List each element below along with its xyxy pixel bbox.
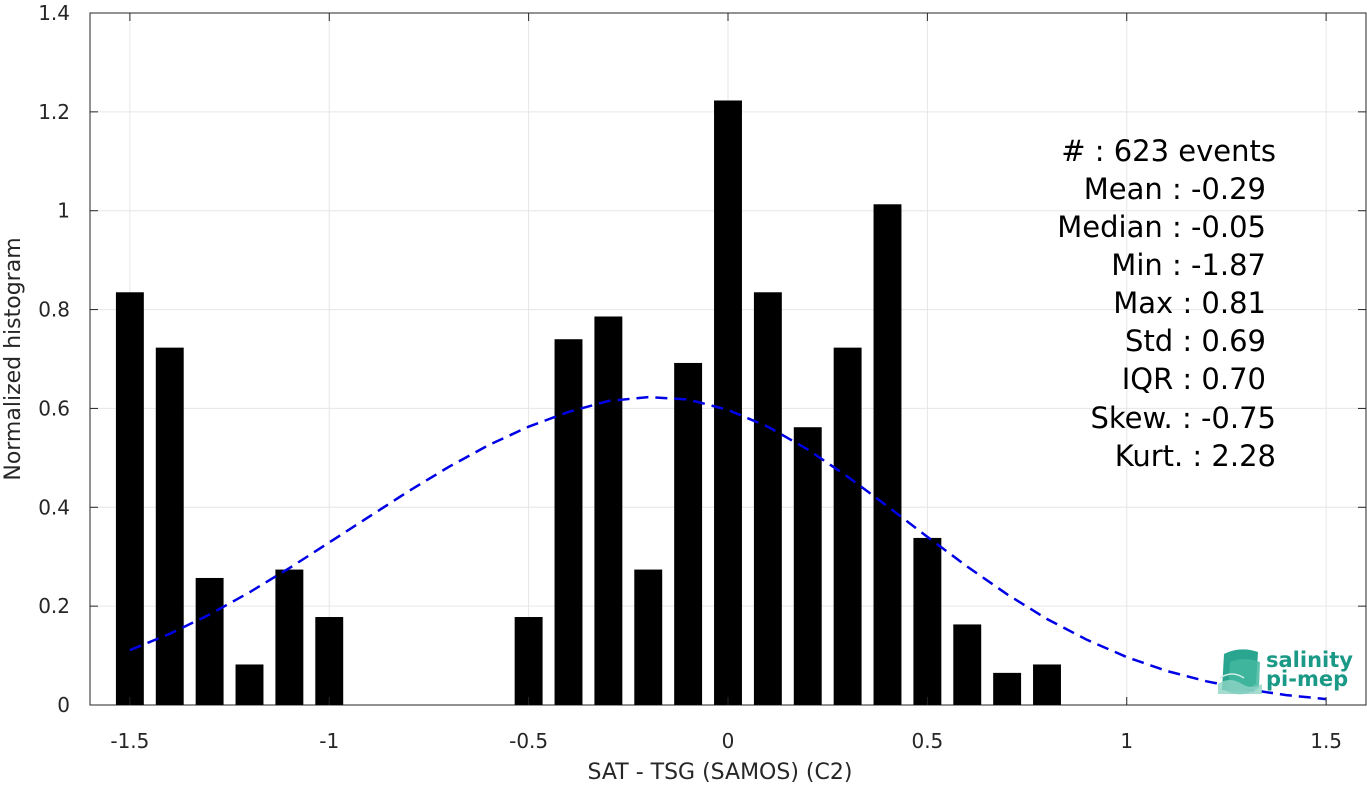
histogram-bar — [195, 577, 224, 705]
stats-line: IQR : 0.70 — [1122, 362, 1266, 396]
x-tick-label: 0 — [722, 729, 735, 753]
x-tick-label: 1 — [1120, 729, 1133, 753]
x-axis-title: SAT - TSG (SAMOS) (C2) — [588, 760, 853, 785]
y-tick-label: 1.4 — [38, 1, 70, 25]
x-axis: -1.5 -1 -0.5 0 0.5 1 1.5 — [110, 13, 1342, 753]
y-tick-label: 0.8 — [38, 298, 70, 322]
histogram-bar — [275, 569, 304, 705]
x-tick-label: 0.5 — [911, 729, 943, 753]
stats-line: # : 623 events — [1061, 134, 1276, 168]
histogram-bar — [833, 347, 862, 705]
logo-text-pi-mep: pi-mep — [1266, 667, 1348, 691]
x-tick-label: -1.5 — [110, 729, 149, 753]
stats-annotation: # : 623 events Mean : -0.29 Median : -0.05… — [1057, 134, 1276, 473]
stats-line: Median : -0.05 — [1057, 210, 1266, 244]
histogram-bar — [315, 617, 344, 705]
x-tick-label: -1 — [319, 729, 339, 753]
y-tick-label: 0 — [57, 693, 70, 717]
histogram-bar — [714, 100, 742, 705]
histogram-bar — [235, 664, 264, 705]
y-axis-title: Normalized histogram — [1, 237, 26, 480]
histogram-bar — [913, 537, 942, 705]
histogram-bar — [793, 427, 822, 705]
histogram-bar — [634, 569, 663, 705]
stats-line: Skew. : -0.75 — [1090, 401, 1276, 435]
histogram-bar — [115, 292, 144, 705]
stats-line: Kurt. : 2.28 — [1115, 439, 1276, 473]
histogram-bar — [594, 316, 623, 705]
bars-group — [115, 100, 1061, 705]
y-tick-label: 0.6 — [38, 396, 70, 420]
stats-line: Mean : -0.29 — [1084, 172, 1266, 206]
y-tick-label: 1 — [57, 199, 70, 223]
stats-line: Std : 0.69 — [1125, 324, 1266, 358]
histogram-bar — [674, 362, 703, 705]
histogram-bar — [554, 339, 583, 705]
stats-line: Max : 0.81 — [1113, 286, 1266, 320]
histogram-bar — [155, 347, 184, 705]
histogram-bar — [1033, 664, 1061, 705]
salinity-pi-mep-logo: salinity pi-mep — [1218, 648, 1353, 695]
stats-line: Min : -1.87 — [1111, 248, 1266, 282]
logo-text-salinity: salinity — [1266, 648, 1353, 672]
histogram-bar — [873, 204, 902, 705]
histogram-bar — [993, 672, 1022, 705]
y-tick-label: 0.4 — [38, 495, 70, 519]
histogram-bar — [753, 292, 782, 705]
x-tick-label: -0.5 — [509, 729, 548, 753]
y-tick-label: 0.2 — [38, 594, 70, 618]
histogram-bar — [514, 617, 543, 705]
y-tick-label: 1.2 — [38, 100, 70, 124]
y-axis: 0 0.2 0.4 0.6 0.8 1 1.2 1.4 — [38, 1, 1366, 717]
wave-icon — [1218, 649, 1262, 695]
histogram-bar — [953, 624, 982, 705]
x-tick-label: 1.5 — [1310, 729, 1342, 753]
